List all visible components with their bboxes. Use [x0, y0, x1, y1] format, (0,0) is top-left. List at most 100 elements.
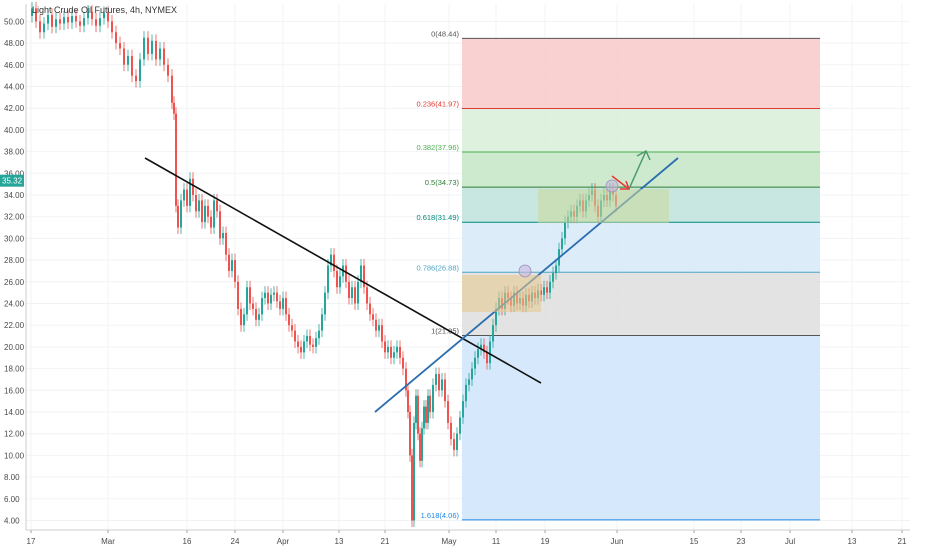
y-tick-label: 16.00 — [4, 386, 25, 395]
candle-body — [59, 19, 61, 24]
fib-zone — [462, 108, 820, 153]
candle-body — [419, 433, 421, 461]
candle-body — [402, 357, 404, 369]
candle-body — [483, 344, 485, 353]
candle-body — [180, 200, 182, 228]
candle-body — [135, 75, 137, 82]
candle-body — [489, 341, 491, 364]
y-tick-label: 36.00 — [4, 169, 25, 178]
candle-body — [127, 56, 129, 65]
candle-body — [83, 18, 85, 26]
candle-body — [360, 265, 362, 282]
candle-body — [330, 254, 332, 266]
candle-body — [312, 344, 314, 347]
x-tick-label: 17 — [27, 537, 36, 546]
candle-body — [357, 281, 359, 304]
candle-body — [375, 319, 377, 331]
candle-body — [267, 292, 269, 304]
candle-body — [480, 344, 482, 350]
x-tick-label: 19 — [541, 537, 550, 546]
candle-body — [225, 232, 227, 255]
candle-body — [219, 211, 221, 239]
x-tick-label: 21 — [381, 537, 390, 546]
candle-body — [123, 48, 125, 65]
candle-body — [159, 48, 161, 60]
y-tick-label: 40.00 — [4, 126, 25, 135]
fib-zone — [462, 335, 820, 520]
candle-body — [399, 346, 401, 358]
candle-body — [459, 417, 461, 434]
axes: 4.00 6.00 8.00 10.00 12.00 14.00 16.00 18.00 20.… — [0, 4, 910, 546]
downtrend-line[interactable] — [144, 157, 542, 384]
x-tick-label: 11 — [492, 537, 501, 546]
candle-body — [231, 260, 233, 271]
candle-body — [417, 395, 419, 434]
candle-body — [333, 254, 335, 271]
candle-body — [131, 56, 133, 76]
candle-body — [222, 232, 224, 239]
candle-body — [139, 59, 141, 82]
consolidation-box-2[interactable] — [538, 189, 669, 223]
candle-body — [87, 11, 89, 19]
fib-level-label: 1(21.05) — [431, 327, 459, 336]
x-tick-label: 24 — [231, 537, 240, 546]
candle-body — [240, 308, 242, 326]
candle-body — [143, 37, 145, 60]
candle-body — [47, 14, 49, 24]
candle-body — [111, 21, 113, 33]
candle-body — [79, 21, 81, 26]
candle-body — [264, 292, 266, 299]
fib-level-label: 0.786(26.88) — [416, 263, 459, 272]
candle-body — [486, 352, 488, 364]
candle-body — [282, 298, 284, 309]
candle-body — [450, 422, 452, 440]
y-tick-label: 42.00 — [4, 104, 25, 113]
candle-body — [354, 287, 356, 304]
consolidation-box-1[interactable] — [462, 275, 541, 312]
candle-body — [303, 341, 305, 353]
candle-body — [234, 260, 236, 282]
candle-body — [171, 75, 173, 103]
y-tick-label: 24.00 — [4, 300, 25, 309]
candle-body — [291, 325, 293, 331]
candle-body — [103, 12, 105, 19]
y-tick-label: 28.00 — [4, 256, 25, 265]
candle-body — [192, 178, 194, 195]
y-tick-label: 38.00 — [4, 148, 25, 157]
candle-body — [372, 314, 374, 320]
fib-level-label: 0.618(31.49) — [416, 213, 459, 222]
candle-body — [471, 368, 473, 380]
candle-body — [444, 379, 446, 402]
candle-body — [435, 374, 437, 385]
candle-body — [393, 352, 395, 358]
y-tick-label: 14.00 — [4, 408, 25, 417]
candle-body — [453, 439, 455, 450]
candle-body — [345, 265, 347, 282]
y-tick-label: 46.00 — [4, 61, 25, 70]
fib-level-label: 0(48.44) — [431, 29, 459, 38]
candle-body — [189, 178, 191, 206]
candle-body — [252, 303, 254, 309]
candle-body — [315, 338, 317, 347]
candle-body — [438, 374, 440, 391]
candle-body — [477, 349, 479, 358]
candle-body — [228, 254, 230, 271]
candle-body — [363, 265, 365, 288]
current-price-label: 35.32 — [2, 177, 23, 186]
highlight-circle-2 — [605, 179, 619, 193]
candle-body — [273, 292, 275, 295]
candle-body — [270, 294, 272, 304]
fib-zone — [462, 38, 820, 109]
y-tick-label: 18.00 — [4, 365, 25, 374]
candle-body — [261, 298, 263, 315]
candle-body — [423, 406, 425, 429]
candle-body — [465, 384, 467, 402]
candle-body — [552, 273, 554, 282]
candle-body — [321, 314, 323, 331]
candle-body — [63, 17, 65, 24]
candle-body — [546, 287, 548, 293]
candle-body — [543, 287, 545, 295]
candle-body — [67, 17, 69, 23]
candle-body — [195, 195, 197, 212]
fib-level-label: 0.382(37.96) — [416, 143, 459, 152]
